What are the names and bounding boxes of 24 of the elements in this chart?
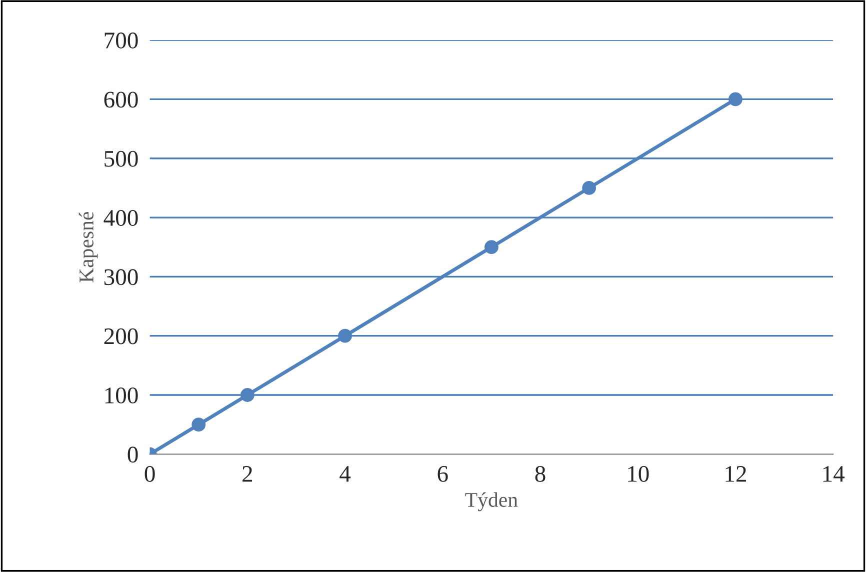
y-tick-label: 0: [128, 446, 138, 463]
x-tick-label: 2: [242, 466, 252, 482]
y-axis-title: Kapesné: [78, 212, 98, 282]
point: [338, 328, 352, 343]
point: [582, 181, 596, 195]
x-axis-title: Týden: [465, 492, 518, 512]
y-tick-label: 200: [104, 328, 138, 344]
x-tick-label: 10: [628, 466, 649, 482]
point: [728, 92, 742, 106]
x-tick-label: 12: [726, 466, 746, 482]
x-tick-label: 8: [535, 466, 546, 482]
y-tick-label: 700: [104, 32, 138, 48]
x-tick-label: 4: [340, 466, 351, 482]
y-tick-label: 600: [104, 92, 138, 108]
x-tick-label: 6: [438, 466, 448, 482]
point: [240, 388, 254, 402]
y-tick-label: 500: [104, 150, 138, 167]
x-tick-label: 0: [144, 466, 155, 482]
point: [192, 418, 206, 432]
y-tick-label: 400: [104, 210, 138, 226]
x-tick-label: 14: [823, 466, 845, 482]
point: [484, 240, 498, 254]
y-tick-label: 100: [105, 387, 138, 404]
y-tick-label: 300: [104, 269, 138, 286]
